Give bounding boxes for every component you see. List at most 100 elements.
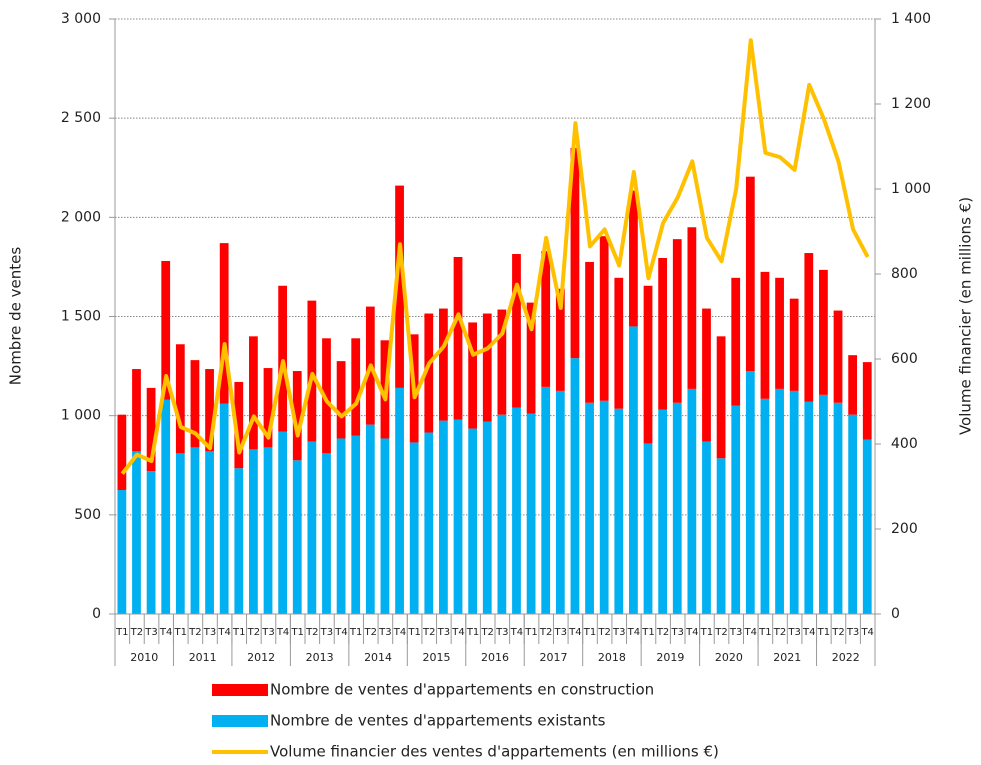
x-tick-label: T3: [787, 627, 800, 638]
x-tick-label: T4: [860, 627, 873, 638]
group-label: 2015: [423, 651, 451, 664]
y-tick-label: 3 000: [61, 11, 101, 27]
x-tick-label: T2: [130, 627, 143, 638]
bar-segment: [585, 402, 594, 614]
bar-segment: [307, 300, 317, 442]
x-tick-label: T1: [232, 627, 245, 638]
y2-tick-label: 1 200: [891, 96, 931, 112]
x-tick-label: T2: [714, 627, 727, 638]
bar-segment: [132, 451, 141, 614]
y-tick-label: 2 000: [61, 209, 101, 225]
x-tick-label: T1: [524, 627, 537, 638]
x-tick-label: T3: [144, 627, 157, 638]
y-tick-label: 0: [92, 606, 101, 622]
x-tick-label: T4: [685, 627, 698, 638]
x-tick-label: T3: [612, 627, 625, 638]
x-tick-label: T4: [451, 627, 464, 638]
x-tick-label: T4: [802, 627, 815, 638]
x-tick-label: T4: [510, 627, 523, 638]
x-tick-label: T4: [159, 627, 172, 638]
group-label: 2010: [130, 651, 158, 664]
x-tick-label: T2: [773, 627, 786, 638]
y2-tick-label: 1 000: [891, 181, 931, 197]
bar-segment: [292, 371, 302, 461]
bar-segment: [512, 407, 521, 614]
bar-segment: [555, 288, 565, 391]
bar-segment: [132, 369, 141, 452]
x-tick-label: T4: [568, 627, 581, 638]
bar-segment: [672, 402, 682, 614]
bar-segment: [833, 310, 843, 403]
bar-segment: [789, 298, 799, 391]
bar-segment: [804, 401, 814, 614]
bar-segment: [804, 253, 814, 402]
x-tick-label: T4: [744, 627, 757, 638]
bar-segment: [526, 413, 536, 614]
bar-segment: [512, 254, 521, 408]
x-tick-label: T2: [597, 627, 610, 638]
x-tick-label: T1: [407, 627, 420, 638]
bar-segment: [190, 447, 200, 614]
bar-segment: [234, 468, 244, 614]
bar-segment: [745, 176, 755, 372]
bar-segment: [482, 421, 492, 614]
bar-segment: [146, 387, 156, 472]
x-tick-label: T3: [554, 627, 567, 638]
bar-segment: [205, 369, 214, 452]
bar-segment: [190, 360, 200, 448]
bar-segment: [526, 302, 536, 414]
bar-segment: [322, 338, 331, 454]
bar-segment: [672, 239, 682, 403]
bar-segment: [146, 471, 156, 614]
x-tick-label: T4: [393, 627, 406, 638]
bar-segment: [219, 403, 229, 614]
bar-segment: [687, 227, 697, 389]
group-label: 2011: [189, 651, 217, 664]
bar-segment: [234, 381, 244, 469]
group-label: 2013: [306, 651, 334, 664]
bar-segment: [658, 409, 668, 614]
bar-segment: [439, 308, 448, 421]
bar-segment: [453, 257, 463, 420]
y2-tick-label: 1 400: [891, 11, 931, 27]
bar-segment: [702, 308, 711, 442]
bar-segment: [249, 336, 258, 450]
group-label: 2021: [773, 651, 801, 664]
bar-segment: [497, 414, 507, 614]
bar-segment: [716, 336, 726, 459]
bar-segment: [219, 243, 229, 404]
group-label: 2020: [715, 651, 743, 664]
group-label: 2012: [247, 651, 275, 664]
x-tick-label: T2: [305, 627, 318, 638]
x-tick-label: T2: [188, 627, 201, 638]
bar-segment: [439, 420, 448, 614]
bar-segment: [278, 431, 288, 614]
bar-segment: [599, 236, 609, 401]
bar-segment: [541, 251, 551, 387]
bar-segment: [322, 453, 331, 614]
legend-label: Nombre de ventes d'appartements en const…: [270, 681, 654, 699]
bar-segment: [687, 388, 697, 614]
x-tick-label: T1: [817, 627, 830, 638]
legend-label: Nombre de ventes d'appartements existant…: [270, 712, 606, 730]
bar-segment: [482, 313, 492, 422]
bar-segment: [789, 390, 799, 614]
x-tick-label: T2: [539, 627, 552, 638]
x-tick-label: T1: [174, 627, 187, 638]
bar-segment: [205, 451, 214, 614]
bar-segment: [395, 387, 404, 614]
y2-axis-label: Volume financier (en millions €): [957, 197, 975, 435]
y2-tick-label: 800: [891, 266, 918, 282]
bar-segment: [453, 419, 463, 614]
bar-segment: [570, 147, 580, 359]
legend-swatch: [212, 715, 268, 727]
x-tick-label: T3: [670, 627, 683, 638]
x-tick-label: T1: [583, 627, 596, 638]
bar-segment: [775, 277, 784, 389]
line-series: [120, 38, 870, 475]
bar-segment: [336, 438, 346, 614]
x-tick-label: T1: [349, 627, 362, 638]
y-tick-label: 2 500: [61, 110, 101, 126]
bar-segment: [424, 313, 434, 433]
